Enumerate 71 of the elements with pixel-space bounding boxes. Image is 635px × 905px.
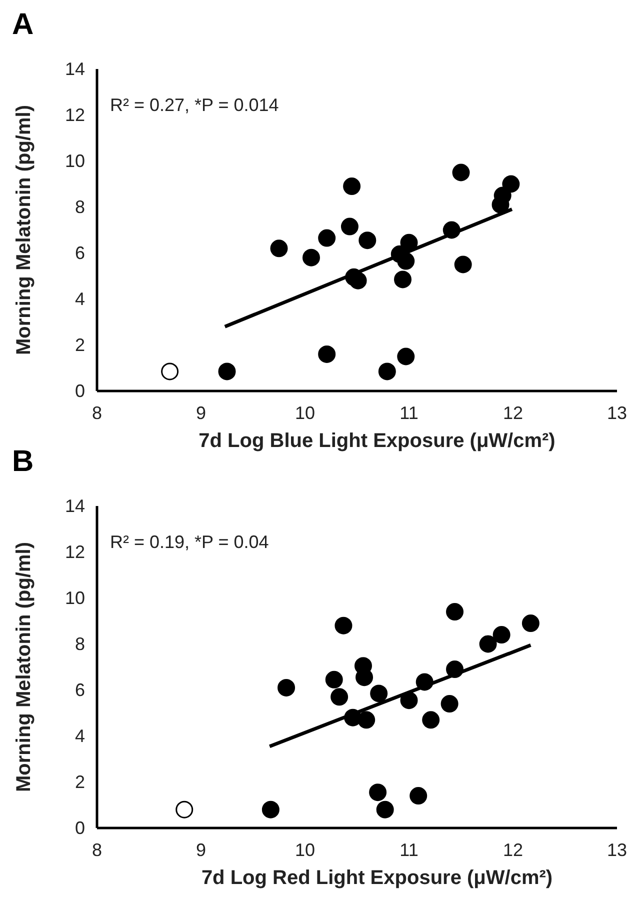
- point: [161, 362, 179, 380]
- point: [343, 178, 361, 196]
- x-tick-label: 11: [400, 840, 418, 860]
- x-tick-label: 10: [294, 840, 316, 860]
- point: [270, 240, 288, 258]
- y-tick-label: 14: [64, 59, 85, 79]
- y-tick-label: 10: [64, 588, 85, 608]
- point: [446, 603, 464, 621]
- point: [376, 800, 394, 818]
- point: [452, 164, 470, 182]
- x-tick-label: 8: [92, 403, 102, 423]
- point: [330, 688, 348, 706]
- point: [479, 635, 497, 653]
- y-axis-title: Morning Melatonin (pg/ml): [13, 542, 35, 792]
- point: [394, 270, 412, 288]
- point: [262, 800, 280, 818]
- y-tick-label: 0: [74, 381, 85, 401]
- point: [397, 252, 415, 270]
- point: [454, 256, 472, 274]
- chart-title: A: [12, 8, 34, 41]
- y-tick-label: 6: [74, 243, 85, 263]
- point: [440, 695, 458, 713]
- y-tick-label: 14: [64, 496, 85, 516]
- x-tick-label: 11: [400, 403, 418, 423]
- point: [318, 229, 336, 247]
- y-tick-label: 8: [74, 634, 85, 654]
- point: [325, 670, 343, 688]
- point: [302, 248, 320, 266]
- y-tick-label: 12: [64, 105, 85, 125]
- x-axis-title: 7d Log Blue Light Exposure (μW/cm²): [198, 430, 556, 452]
- point: [410, 787, 428, 805]
- annotation: R² = 0.27, *P = 0.014: [110, 95, 279, 115]
- y-tick-label: 4: [74, 726, 85, 746]
- x-axis-title: 7d Log Red Light Exposure (μW/cm²): [201, 867, 553, 889]
- y-tick-label: 6: [74, 680, 85, 700]
- point: [340, 218, 358, 236]
- point: [369, 784, 387, 802]
- point: [334, 616, 352, 634]
- y-tick-label: 0: [74, 818, 85, 838]
- chart-title: B: [12, 445, 34, 478]
- annotation: R² = 0.19, *P = 0.04: [110, 532, 269, 552]
- point: [318, 345, 336, 363]
- point: [176, 800, 194, 818]
- x-tick-label: 13: [606, 840, 628, 860]
- x-tick-label: 10: [294, 403, 316, 423]
- point: [278, 678, 296, 696]
- y-tick-label: 4: [74, 289, 85, 309]
- x-tick-label: 12: [502, 840, 524, 860]
- point: [522, 614, 540, 632]
- y-tick-label: 12: [64, 542, 85, 562]
- point: [378, 362, 396, 380]
- point: [370, 684, 388, 702]
- x-tick-label: 9: [196, 840, 206, 860]
- y-tick-label: 10: [64, 151, 85, 171]
- point: [397, 348, 415, 366]
- point: [422, 711, 440, 729]
- y-axis-title: Morning Melatonin (pg/ml): [13, 105, 35, 355]
- point: [502, 175, 520, 193]
- point: [358, 232, 376, 250]
- point: [358, 711, 376, 729]
- point: [400, 234, 418, 252]
- y-tick-label: 8: [74, 197, 85, 217]
- point: [218, 362, 236, 380]
- x-tick-label: 13: [606, 403, 628, 423]
- point: [349, 272, 367, 290]
- y-tick-label: 2: [74, 335, 85, 355]
- x-tick-label: 8: [92, 840, 102, 860]
- x-tick-label: 12: [502, 403, 524, 423]
- x-tick-label: 9: [196, 403, 206, 423]
- y-tick-label: 2: [74, 772, 85, 792]
- point: [492, 626, 510, 644]
